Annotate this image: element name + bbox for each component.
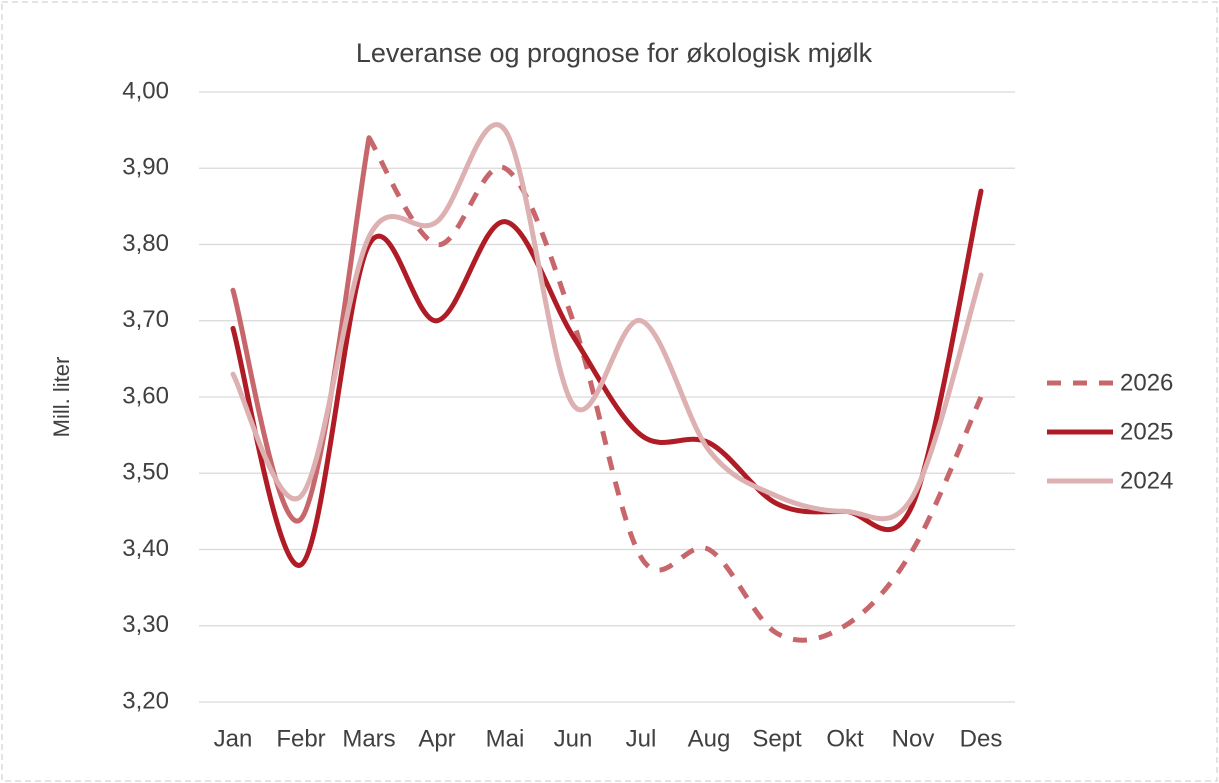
legend-label: 2024 xyxy=(1120,467,1173,494)
line-series xyxy=(366,136,984,643)
x-tick-label: Aug xyxy=(688,725,731,752)
line-series xyxy=(230,135,372,524)
x-tick-label: Mai xyxy=(486,725,525,752)
line-series xyxy=(230,122,984,522)
legend-label: 2026 xyxy=(1120,369,1173,396)
y-tick-label: 3,30 xyxy=(122,611,169,638)
y-tick-label: 3,40 xyxy=(122,535,169,562)
y-tick-label: 3,60 xyxy=(122,382,169,409)
x-tick-label: Sept xyxy=(752,725,802,752)
x-tick-label: Febr xyxy=(276,725,325,752)
x-tick-label: Des xyxy=(960,725,1003,752)
line-series xyxy=(230,188,984,568)
y-tick-label: 4,00 xyxy=(122,77,169,104)
x-tick-label: Jun xyxy=(554,725,593,752)
x-tick-label: Jul xyxy=(626,725,657,752)
y-tick-label: 3,90 xyxy=(122,154,169,181)
y-axis-title: Mill. liter xyxy=(49,357,74,438)
y-tick-label: 3,50 xyxy=(122,459,169,486)
x-tick-label: Jan xyxy=(214,725,253,752)
x-tick-label: Okt xyxy=(826,725,864,752)
y-tick-label: 3,20 xyxy=(122,687,169,714)
legend-label: 2025 xyxy=(1120,418,1173,445)
x-tick-label: Apr xyxy=(418,725,455,752)
x-tick-label: Mars xyxy=(342,725,395,752)
y-tick-label: 3,70 xyxy=(122,306,169,333)
y-tick-label: 3,80 xyxy=(122,230,169,257)
chart-title: Leveranse og prognose for økologisk mjøl… xyxy=(356,38,873,68)
x-tick-label: Nov xyxy=(892,725,935,752)
